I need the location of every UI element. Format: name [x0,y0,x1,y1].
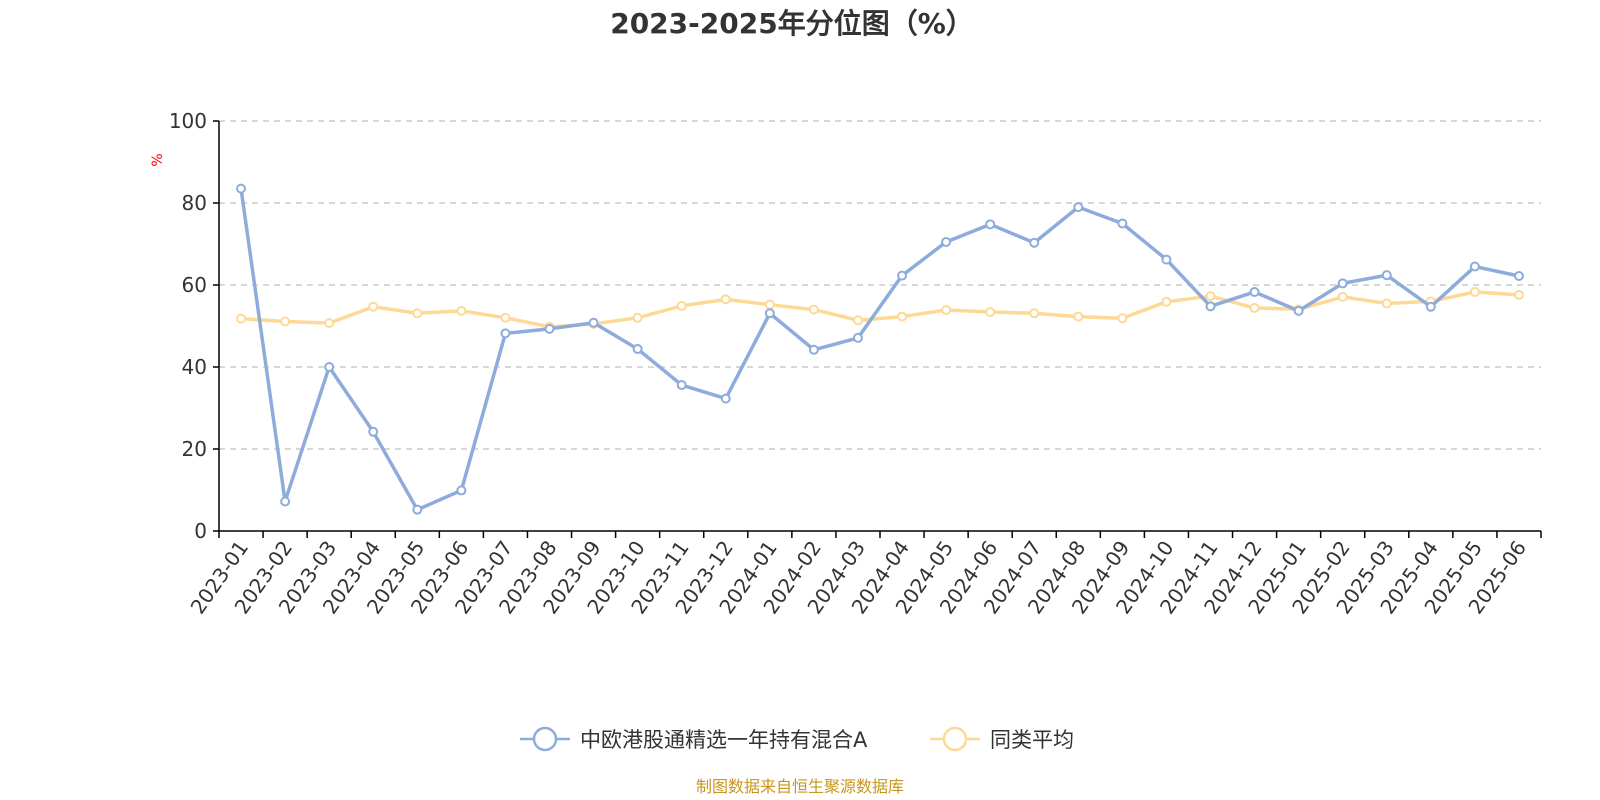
legend-label: 同类平均 [990,728,1074,752]
data-point [500,328,511,339]
data-point [368,301,379,312]
data-point [1205,291,1216,302]
data-point [1117,313,1128,324]
data-point [236,313,247,324]
data-point [1073,311,1084,322]
data-point [852,332,863,343]
legend-label: 中欧港股通精选一年持有混合A [580,728,868,752]
data-point [1337,278,1348,289]
data-point [588,317,599,328]
data-point [764,308,775,319]
data-point [941,305,952,316]
data-point [1029,237,1040,248]
data-point [544,323,555,334]
legend-circle-icon [942,726,968,752]
data-point [1469,286,1480,297]
data-point [280,316,291,327]
x-tick-labels: 2023-012023-022023-032023-042023-052023-… [186,536,1532,618]
data-point [720,393,731,404]
data-point [1117,218,1128,229]
series-line [239,186,1521,512]
grid-lines [219,120,1541,450]
data-point [324,318,335,329]
data-point [676,300,687,311]
series-lines [236,183,1524,515]
legend-item[interactable]: 中欧港股通精选一年持有混合A [520,726,868,752]
y-tick-label: 20 [182,437,207,461]
data-point [941,236,952,247]
data-point [764,299,775,310]
data-point [412,504,423,515]
legend-item[interactable]: 同类平均 [930,726,1074,752]
data-point [1029,308,1040,319]
data-point [1381,270,1392,281]
data-point [808,344,819,355]
data-point [1381,298,1392,309]
data-point [368,426,379,437]
data-point [500,312,511,323]
data-point [1425,301,1436,312]
axes [213,120,1542,538]
data-point [1249,286,1260,297]
data-point [412,308,423,319]
data-point [1205,301,1216,312]
series-0 [236,183,1524,515]
chart-title: 2023-2025年分位图（%） [610,7,974,40]
data-point [236,183,247,194]
y-unit-label: % [150,153,166,166]
data-point [985,219,996,230]
y-tick-label: 40 [182,355,207,379]
data-point [1469,261,1480,272]
source-note: 制图数据来自恒生聚源数据库 [696,777,904,796]
data-point [985,307,996,318]
data-point [324,362,335,372]
y-tick-label: 0 [194,519,207,543]
y-tick-labels: 0 20 40 60 80 100 [169,109,207,543]
legend[interactable]: 中欧港股通精选一年持有混合A 同类平均 [520,726,1074,752]
data-point [1249,302,1260,313]
data-point [1161,254,1172,265]
data-point [1337,291,1348,302]
data-point [632,312,643,323]
data-point [720,294,731,305]
data-point [456,305,467,316]
y-tick-label: 100 [169,109,207,133]
data-point [1513,289,1524,300]
data-point [1293,305,1304,316]
y-tick-label: 80 [182,191,207,215]
data-point [897,311,908,322]
data-point [632,343,643,354]
data-point [676,380,687,391]
data-point [280,496,291,507]
data-point [1161,296,1172,307]
data-point [1073,202,1084,213]
legend-circle-icon [532,726,558,752]
y-tick-label: 60 [182,273,207,297]
data-point [456,485,467,496]
data-point [897,270,908,281]
data-point [1513,270,1524,281]
data-point [808,304,819,315]
data-point [852,315,863,326]
